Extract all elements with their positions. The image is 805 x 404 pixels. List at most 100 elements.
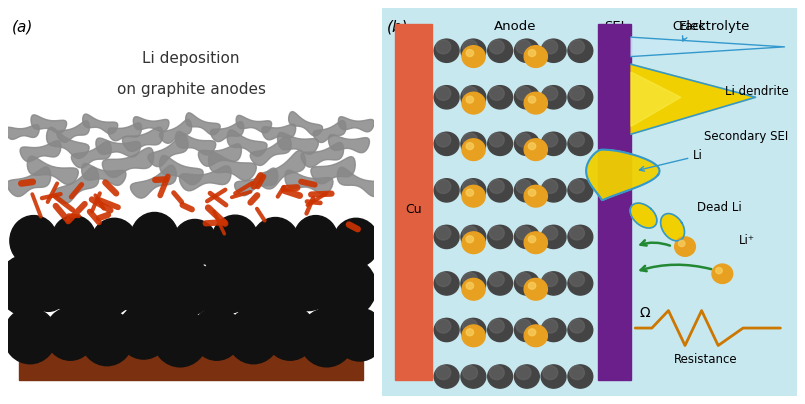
Circle shape (29, 271, 68, 311)
Polygon shape (630, 203, 657, 228)
Polygon shape (27, 156, 78, 185)
Circle shape (514, 365, 539, 388)
Circle shape (489, 133, 504, 147)
Circle shape (463, 133, 477, 147)
Circle shape (570, 179, 584, 194)
Circle shape (277, 231, 310, 266)
Circle shape (524, 232, 547, 254)
Polygon shape (96, 138, 140, 157)
Circle shape (516, 86, 531, 100)
Circle shape (568, 39, 592, 62)
Circle shape (524, 278, 547, 300)
Circle shape (40, 254, 93, 309)
Polygon shape (57, 121, 89, 142)
Circle shape (716, 267, 722, 274)
Circle shape (80, 310, 134, 366)
Circle shape (434, 132, 459, 156)
Circle shape (489, 226, 504, 240)
Circle shape (675, 237, 696, 256)
Circle shape (151, 275, 188, 315)
Circle shape (462, 278, 485, 300)
Circle shape (570, 226, 584, 240)
Circle shape (436, 133, 451, 147)
Polygon shape (102, 147, 154, 177)
Circle shape (161, 260, 214, 316)
Circle shape (240, 257, 297, 318)
Circle shape (0, 255, 55, 316)
Polygon shape (661, 214, 684, 241)
Circle shape (570, 86, 584, 100)
Circle shape (543, 133, 558, 147)
Circle shape (238, 234, 269, 267)
Circle shape (153, 309, 208, 367)
Circle shape (463, 319, 477, 333)
Circle shape (514, 86, 539, 109)
Circle shape (488, 318, 513, 342)
Polygon shape (31, 115, 67, 133)
Circle shape (200, 255, 255, 314)
Circle shape (489, 86, 504, 100)
Polygon shape (6, 125, 39, 139)
Circle shape (434, 318, 459, 342)
Text: Dead Li: Dead Li (697, 201, 742, 214)
Polygon shape (83, 114, 118, 134)
Circle shape (52, 216, 96, 262)
Circle shape (10, 216, 57, 266)
Circle shape (192, 307, 242, 360)
Circle shape (516, 179, 531, 194)
Circle shape (466, 50, 473, 57)
Circle shape (462, 139, 485, 160)
Circle shape (516, 319, 531, 333)
Circle shape (543, 179, 558, 194)
Circle shape (212, 215, 258, 264)
Circle shape (196, 231, 229, 266)
Polygon shape (586, 149, 659, 200)
Circle shape (541, 225, 566, 248)
Text: Cu: Cu (405, 203, 422, 216)
Circle shape (466, 96, 473, 103)
Polygon shape (631, 64, 756, 134)
Circle shape (514, 179, 539, 202)
Circle shape (461, 39, 485, 62)
Circle shape (488, 39, 513, 62)
Circle shape (461, 225, 485, 248)
Polygon shape (631, 72, 681, 126)
Circle shape (489, 319, 504, 333)
Circle shape (570, 319, 584, 333)
Polygon shape (227, 130, 267, 156)
Circle shape (541, 318, 566, 342)
Bar (598, 23, 631, 381)
Circle shape (91, 218, 138, 267)
Circle shape (488, 225, 513, 248)
Circle shape (173, 219, 217, 266)
Polygon shape (631, 37, 785, 57)
Circle shape (524, 92, 547, 114)
Polygon shape (301, 143, 344, 167)
Circle shape (232, 276, 268, 315)
Bar (394, 23, 432, 381)
Text: Resistance: Resistance (674, 353, 737, 366)
Circle shape (514, 318, 539, 342)
Circle shape (541, 39, 566, 62)
Circle shape (568, 86, 592, 109)
Circle shape (488, 272, 513, 295)
Polygon shape (236, 116, 271, 133)
Polygon shape (72, 141, 111, 168)
Text: Anode: Anode (493, 20, 536, 33)
Circle shape (514, 272, 539, 295)
Circle shape (282, 255, 335, 311)
Circle shape (227, 308, 280, 364)
Bar (19, 345, 363, 381)
Circle shape (462, 92, 485, 114)
Circle shape (434, 225, 459, 248)
Polygon shape (250, 136, 291, 166)
Circle shape (436, 366, 451, 380)
Circle shape (516, 366, 531, 380)
Polygon shape (311, 157, 355, 184)
Text: Ω: Ω (639, 305, 650, 320)
Circle shape (466, 329, 473, 336)
Text: Li deposition: Li deposition (142, 51, 240, 66)
Circle shape (118, 305, 169, 359)
Circle shape (434, 365, 459, 388)
Polygon shape (108, 123, 142, 141)
